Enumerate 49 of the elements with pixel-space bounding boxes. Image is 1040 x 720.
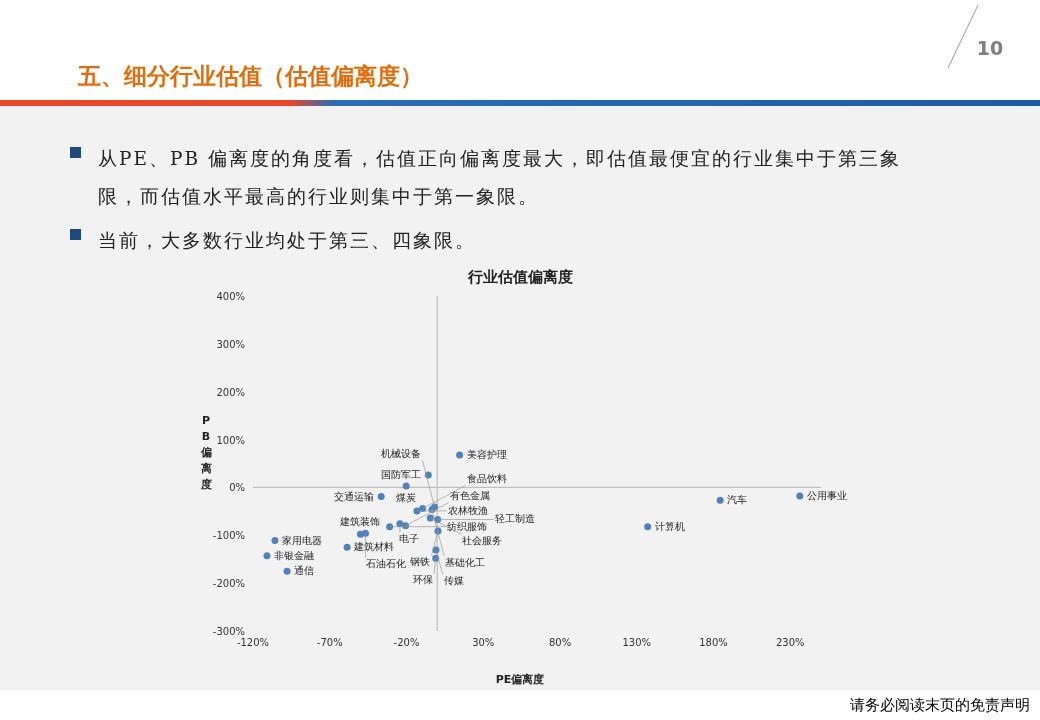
- annotation: 机械设备: [381, 447, 422, 459]
- y-tick-label: 300%: [216, 338, 245, 350]
- text: 从PE、PB 偏离度的角度看，估值正向偏离度最大，即估值最便宜的行业集中于第三象限，而估值水平最高的行业则集中于第一象限。: [98, 147, 902, 209]
- annotation: 传媒: [443, 574, 464, 586]
- annotation: 钢铁: [408, 555, 430, 567]
- annotation: 电子: [398, 533, 419, 545]
- annotation: 基础化工: [445, 556, 486, 568]
- annotation: 通信: [294, 565, 315, 577]
- y-tick-label: -100%: [212, 530, 245, 542]
- y-tick-label: -200%: [212, 578, 245, 590]
- annotation: 石油石化: [365, 558, 406, 570]
- chart-title: 行业估值偏离度: [466, 268, 573, 286]
- y-tick-label: 400%: [216, 291, 245, 302]
- annotation: 非银金融: [273, 549, 314, 561]
- annotation: 国防军工: [381, 468, 422, 480]
- text: 请务必阅读末页的免责声明: [850, 696, 1030, 714]
- annotation: 家用电器: [281, 534, 322, 546]
- text: 10: [976, 37, 1004, 59]
- text: 五、细分行业估值（估值偏离度）: [77, 62, 423, 89]
- annotation: 煤炭: [396, 492, 417, 504]
- annotation: 公用事业: [806, 490, 847, 502]
- annotation: 社会服务: [462, 534, 503, 546]
- text: 当前，大多数行业均处于第三、四象限。: [98, 229, 477, 253]
- annotation: 食品饮料: [466, 472, 507, 484]
- x-tick-label: -70%: [316, 637, 343, 648]
- annotation: 计算机: [654, 520, 685, 532]
- annotation: 汽车: [727, 494, 748, 506]
- x-tick-label: 230%: [776, 637, 805, 648]
- y-tick-label: -300%: [212, 626, 245, 637]
- x-tick-label: -120%: [236, 637, 270, 648]
- annotation: 轻工制造: [494, 513, 535, 525]
- x-axis-title: PE偏离度: [495, 673, 545, 686]
- x-tick-label: 130%: [622, 637, 652, 648]
- annotation: 纺织服饰: [446, 520, 487, 532]
- annotation: 环保: [412, 574, 433, 586]
- y-axis-title: PB偏离度: [199, 413, 212, 491]
- annotation: 美容护理: [466, 448, 507, 460]
- x-tick-label: 30%: [472, 637, 495, 648]
- x-tick-label: 80%: [548, 637, 572, 648]
- annotation: 农林牧渔: [447, 504, 488, 516]
- x-tick-label: 180%: [699, 637, 728, 648]
- y-tick-label: 0%: [229, 482, 245, 494]
- annotation: 建筑材料: [353, 541, 395, 553]
- y-tick-label: 100%: [216, 434, 245, 446]
- x-tick-label: -20%: [393, 637, 420, 648]
- y-tick-label: 200%: [216, 386, 245, 398]
- annotation: 有色金属: [449, 490, 490, 502]
- annotation: 建筑装饰: [338, 515, 380, 527]
- annotation: 交通运输: [334, 490, 375, 502]
